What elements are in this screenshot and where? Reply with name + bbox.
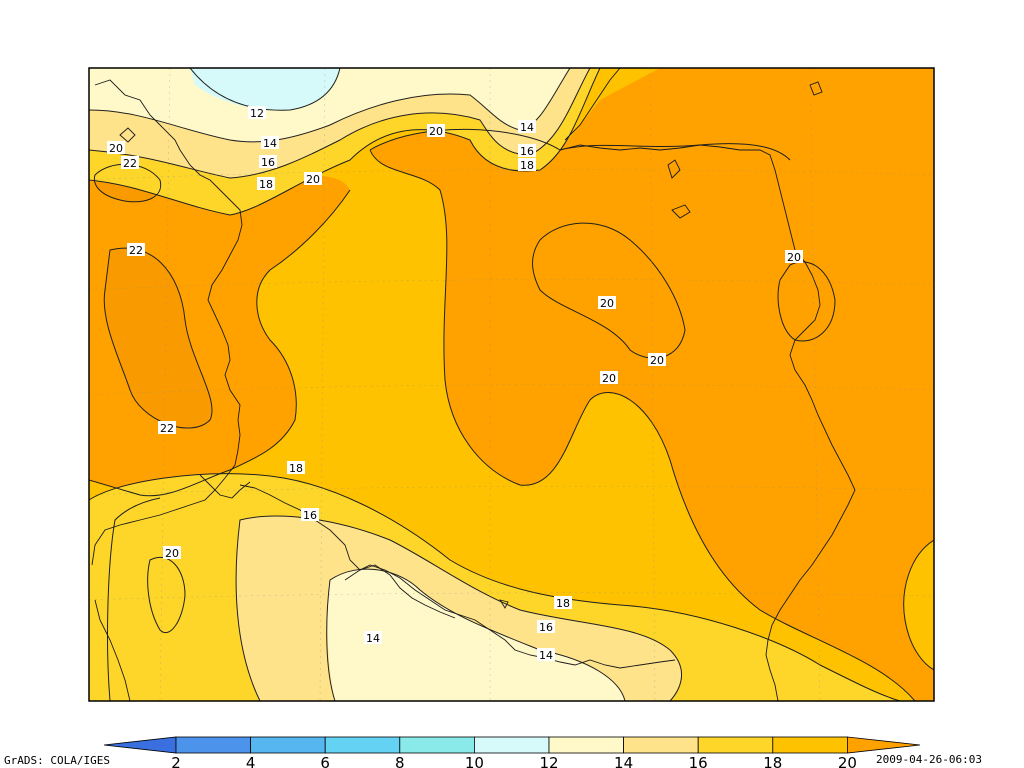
colorbar: 2 4 6 8 10 12 14 16 18 20	[103, 736, 921, 768]
contour-label: 18	[554, 596, 572, 610]
colorbar-tick-label: 14	[614, 754, 633, 768]
contour-label: 18	[287, 461, 305, 475]
contour-label: 16	[518, 144, 536, 158]
fill-10-12-north	[190, 68, 340, 111]
colorbar-segment	[175, 736, 251, 754]
contour-label-text: 14	[539, 649, 553, 662]
fill-22-west-2	[104, 248, 213, 429]
contour-label-text: 16	[539, 621, 553, 634]
contour-label-text: 20	[429, 125, 443, 138]
colorbar-segment	[772, 736, 848, 754]
contour-label-text: 22	[123, 157, 137, 170]
contour-label-text: 14	[366, 632, 380, 645]
contour-label: 14	[537, 648, 555, 662]
contour-label: 20	[648, 353, 666, 367]
colorbar-segment	[697, 736, 774, 754]
contour-label: 20	[600, 371, 618, 385]
fill-20-22-east	[370, 68, 934, 701]
contour-lines	[89, 68, 934, 701]
contour-label: 22	[121, 156, 139, 170]
contour-label-text: 20	[306, 173, 320, 186]
contour-label: 16	[259, 155, 277, 169]
contour-label: 20	[107, 141, 125, 155]
colorbar-segment	[324, 736, 401, 754]
contour-label: 14	[518, 120, 536, 134]
contour-label-text: 22	[160, 422, 174, 435]
contour-label-text: 18	[556, 597, 570, 610]
grid-lines	[89, 68, 934, 701]
contour-label-text: 16	[261, 156, 275, 169]
colorbar-segment	[399, 736, 475, 754]
contour-label-text: 16	[303, 509, 317, 522]
timestamp: 2009-04-26-06:03	[876, 753, 982, 766]
colorbar-segment	[623, 736, 699, 754]
contour-label-text: 22	[129, 244, 143, 257]
colorbar-tick-label: 8	[395, 754, 405, 768]
contour-label: 14	[364, 631, 382, 645]
contour-label-text: 18	[259, 178, 273, 191]
colorbar-tick-label: 10	[465, 754, 484, 768]
map-panel	[89, 68, 934, 701]
contour-label-text: 20	[602, 372, 616, 385]
contour-label-text: 20	[165, 547, 179, 560]
contour-label: 14	[261, 136, 279, 150]
colorbar-tick-label: 6	[320, 754, 330, 768]
map-frame	[88, 67, 935, 702]
colorbar-arrow-high	[847, 736, 921, 754]
contour-label: 22	[127, 243, 145, 257]
colorbar-arrow-low	[103, 736, 177, 754]
contour-label-text: 20	[787, 251, 801, 264]
fill-18-20-se	[903, 540, 934, 670]
contour-label: 16	[301, 508, 319, 522]
contour-label: 16	[537, 620, 555, 634]
colorbar-tick-label: 18	[763, 754, 782, 768]
colorbar-segment	[548, 736, 624, 754]
fill-12-14-south	[327, 569, 625, 701]
contour-label-text: 14	[263, 137, 277, 150]
contour-label: 20	[598, 296, 616, 310]
contour-label-text: 12	[250, 107, 264, 120]
contour-label-text: 14	[520, 121, 534, 134]
colorbar-tick-label: 4	[246, 754, 256, 768]
colorbar-tick-label: 12	[539, 754, 558, 768]
contour-label: 22	[158, 421, 176, 435]
contour-labels: 1214161820222222141618202020202020181620…	[107, 106, 803, 662]
contour-label: 12	[248, 106, 266, 120]
colorbar-segment	[473, 736, 550, 754]
software-credit: GrADS: COLA/IGES	[4, 754, 110, 767]
contour-label: 18	[257, 177, 275, 191]
colorbar-tick-label: 16	[689, 754, 708, 768]
contour-label: 20	[163, 546, 181, 560]
contour-label-text: 18	[289, 462, 303, 475]
contour-label: 18	[518, 158, 536, 172]
contour-label: 20	[427, 124, 445, 138]
colorbar-tick-label: 20	[838, 754, 857, 768]
contour-label-text: 18	[520, 159, 534, 172]
contour-label-text: 20	[600, 297, 614, 310]
colorbar-segment	[250, 736, 326, 754]
contour-label-text: 20	[650, 354, 664, 367]
contour-label: 20	[304, 172, 322, 186]
contour-label: 20	[785, 250, 803, 264]
contour-label-text: 16	[520, 145, 534, 158]
colorbar-tick-label: 2	[171, 754, 181, 768]
contour-label-text: 20	[109, 142, 123, 155]
